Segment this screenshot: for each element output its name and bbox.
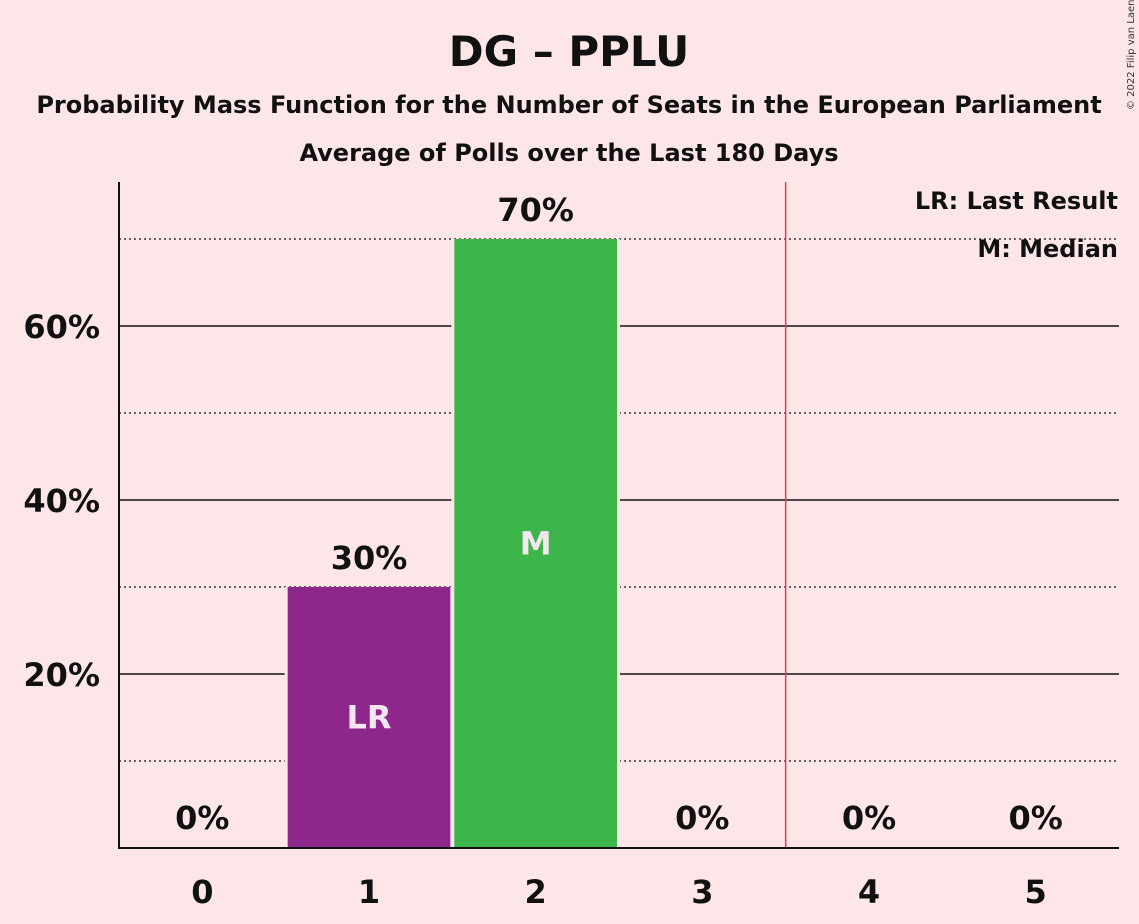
bar-2: [454, 239, 617, 848]
chart-subtitle: Probability Mass Function for the Number…: [36, 91, 1101, 119]
x-tick-label-4: 4: [858, 873, 880, 911]
inbar-label-M: M: [520, 525, 552, 563]
x-tick-label-5: 5: [1025, 873, 1047, 911]
y-tick-label: 60%: [23, 308, 100, 346]
value-label-2: 70%: [497, 191, 574, 229]
bars-group: [284, 239, 620, 848]
y-tick-label: 20%: [23, 656, 100, 694]
value-label-0: 0%: [175, 799, 229, 837]
legend-median: M: Median: [977, 235, 1118, 263]
value-label-3: 0%: [675, 799, 729, 837]
x-tick-label-3: 3: [691, 873, 713, 911]
x-tick-label-1: 1: [358, 873, 380, 911]
chart-subtitle-2: Average of Polls over the Last 180 Days: [299, 139, 838, 167]
legend-last-result: LR: Last Result: [915, 187, 1118, 215]
inbar-label-LR: LR: [346, 699, 391, 737]
x-tick-label-0: 0: [191, 873, 213, 911]
x-tick-label-2: 2: [525, 873, 547, 911]
value-label-5: 0%: [1009, 799, 1063, 837]
value-label-1: 30%: [331, 539, 408, 577]
chart-title: DG – PPLU: [449, 27, 690, 76]
copyright-text: © 2022 Filip van Laenen: [1126, 0, 1137, 110]
bar-1: [287, 587, 451, 848]
y-tick-label: 40%: [23, 482, 100, 520]
value-label-4: 0%: [842, 799, 896, 837]
